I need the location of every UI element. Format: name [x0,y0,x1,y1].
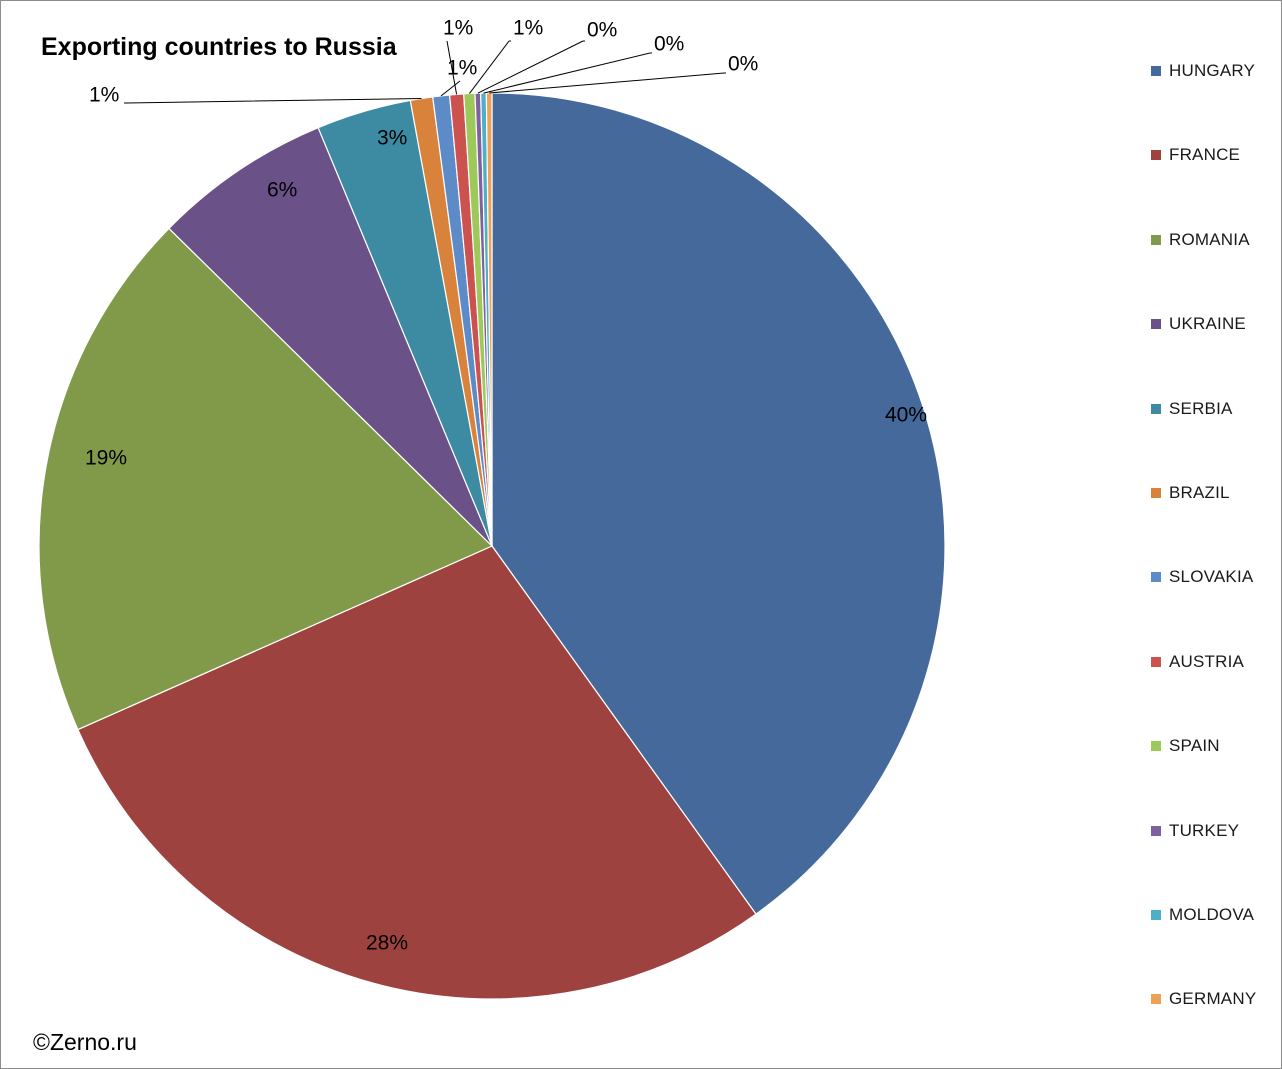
legend-label: SLOVAKIA [1169,567,1254,587]
legend-swatch [1151,488,1161,498]
data-label-turkey: 0% [587,19,617,42]
label-leader-lines [124,40,726,104]
data-label-spain: 1% [513,17,543,40]
legend-swatch [1151,234,1161,245]
leader-line-spain [469,40,510,94]
legend-label: AUSTRIA [1169,651,1245,671]
legend-label: TURKEY [1169,820,1240,840]
legend-swatch [1151,656,1161,667]
legend-label: ROMANIA [1169,229,1250,249]
pie-slices [38,92,946,1000]
data-label-ukraine: 6% [267,179,297,202]
legend-item-austria: AUSTRIA [1151,652,1244,672]
legend-item-spain: SPAIN [1151,736,1220,756]
chart-title: Exporting countries to Russia [41,33,397,61]
data-label-romania: 19% [85,447,127,470]
legend-label: SERBIA [1169,398,1233,418]
pie-slice-france [77,545,757,1000]
legend-swatch [1151,403,1161,414]
legend-swatch [1151,319,1161,330]
legend-swatch [1151,66,1161,76]
leader-line-moldova [483,52,651,94]
leader-line-turkey [477,40,584,94]
data-label-hungary: 40% [885,404,927,427]
legend-swatch [1151,741,1161,752]
data-label-moldova: 0% [654,33,684,56]
leader-line-germany [489,72,725,94]
legend-label: HUNGARY [1169,61,1256,80]
data-label-germany: 0% [728,53,758,76]
legend-swatch [1151,572,1161,583]
legend-swatch [1151,994,1161,1005]
legend-swatch [1151,150,1161,161]
data-label-slovakia: 1% [447,57,477,80]
legend-label: GERMANY [1169,989,1257,1009]
legend-item-moldova: MOLDOVA [1151,905,1254,925]
data-labels: 40% 28% 19% 6% 3% 1% 1% 1% 1% 0% 0% 0% [85,17,927,955]
legend-item-hungary: HUNGARY [1151,61,1255,81]
pie-slice-hungary [491,92,946,915]
legend-swatch [1151,910,1161,920]
data-label-france: 28% [366,932,408,955]
leader-line-slovakia [440,80,461,97]
legend-label: MOLDOVA [1169,905,1255,924]
legend-item-romania: ROMANIA [1151,230,1250,250]
legend-label: UKRAINE [1169,314,1246,334]
legend-label: BRAZIL [1169,483,1230,502]
legend-item-turkey: TURKEY [1151,821,1239,841]
credit: ©Zerno.ru [33,1029,137,1055]
legend-item-ukraine: UKRAINE [1151,314,1246,334]
legend-item-germany: GERMANY [1151,989,1256,1009]
legend-item-brazil: BRAZIL [1151,483,1230,503]
legend-label: SPAIN [1169,736,1220,756]
pie-slice-ukraine [168,126,493,547]
legend-swatch [1151,825,1161,836]
leader-line-brazil [124,98,422,104]
pie-slice-romania [38,227,494,731]
legend-item-france: FRANCE [1151,145,1240,165]
legend-label: FRANCE [1169,145,1241,165]
legend-item-serbia: SERBIA [1151,399,1233,419]
data-label-austria: 1% [443,17,473,40]
legend-item-slovakia: SLOVAKIA [1151,567,1253,587]
data-label-brazil: 1% [89,84,119,107]
data-label-serbia: 3% [377,127,407,150]
leader-line-austria [446,40,458,95]
